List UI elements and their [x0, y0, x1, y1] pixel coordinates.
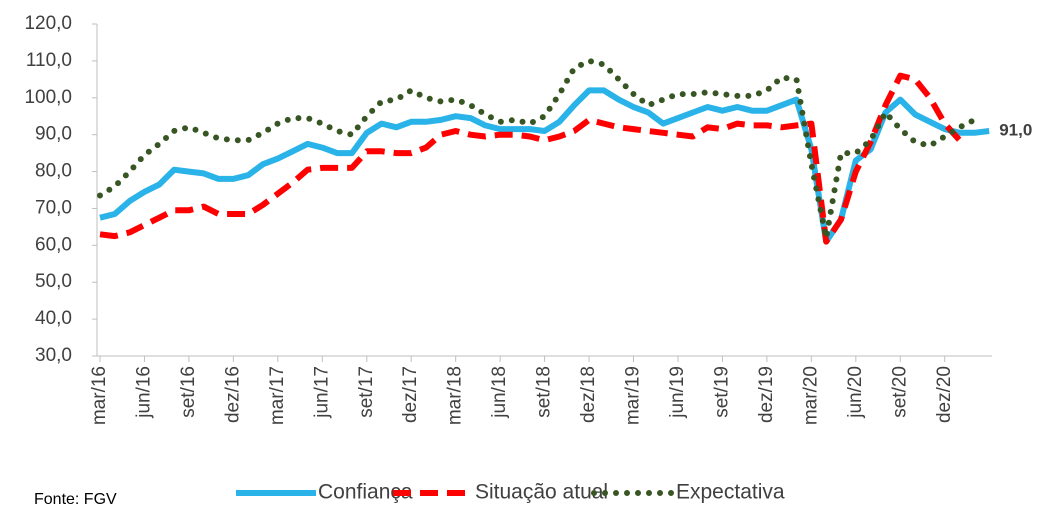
x-tick-label: mar/18 [445, 366, 466, 425]
y-tick-label: 60,0 [35, 234, 72, 255]
x-tick-label: set/19 [711, 366, 732, 418]
legend-label: Situação atual [475, 481, 608, 504]
x-tick-label: set/18 [534, 366, 555, 418]
legend-label: Expectativa [676, 481, 785, 504]
x-tick-label: mar/20 [800, 366, 821, 425]
y-tick-label: 40,0 [35, 308, 72, 329]
x-tick-label: mar/17 [267, 366, 288, 425]
y-tick-label: 90,0 [35, 124, 72, 145]
x-tick-label: dez/20 [934, 366, 955, 423]
y-tick-label: 120,0 [24, 13, 72, 34]
line-dotted [97, 57, 978, 241]
y-tick-label: 80,0 [35, 161, 72, 182]
data-label: 91,0 [999, 120, 1032, 139]
legend-label: Confiança [318, 481, 413, 504]
x-tick-label: jun/20 [845, 366, 866, 419]
x-tick-label: set/17 [356, 366, 377, 418]
line-dashed [99, 72, 962, 245]
x-tick-label: jun/18 [489, 366, 510, 419]
y-tick-label: 100,0 [24, 87, 72, 108]
x-tick-label: jun/19 [667, 366, 688, 419]
y-tick-label: 70,0 [35, 197, 72, 218]
x-tick-label: dez/17 [400, 366, 421, 423]
y-tick-label: 30,0 [35, 345, 72, 366]
x-tick-label: jun/17 [311, 366, 332, 419]
x-tick-label: dez/19 [756, 366, 777, 423]
x-tick-label: mar/16 [89, 366, 110, 425]
y-tick-label: 110,0 [26, 50, 72, 71]
x-tick-label: dez/18 [578, 366, 599, 423]
x-tick-label: dez/16 [222, 366, 243, 423]
x-tick-label: jun/16 [133, 366, 154, 419]
source: Fonte: FGV [34, 491, 117, 508]
y-tick-label: 50,0 [35, 271, 72, 292]
x-tick-label: mar/19 [623, 366, 644, 425]
x-tick-label: set/16 [178, 366, 199, 418]
x-tick-label: set/20 [889, 366, 910, 418]
